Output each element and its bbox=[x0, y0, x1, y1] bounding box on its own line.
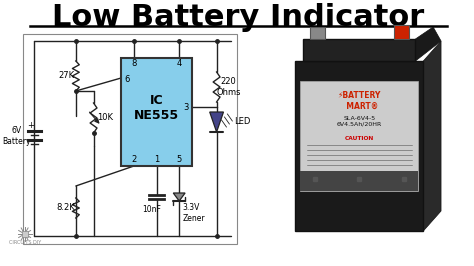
Text: 8.2K: 8.2K bbox=[56, 203, 75, 213]
Text: LED: LED bbox=[234, 118, 251, 127]
Text: 27K: 27K bbox=[58, 72, 74, 81]
Text: 10K: 10K bbox=[97, 114, 113, 123]
Text: CAUTION: CAUTION bbox=[345, 135, 374, 140]
Polygon shape bbox=[415, 27, 441, 61]
Text: 220
Ohms: 220 Ohms bbox=[216, 77, 241, 97]
Bar bbox=[303, 39, 415, 61]
Bar bbox=[295, 61, 423, 231]
Text: 1: 1 bbox=[154, 156, 159, 164]
Text: Low Battery Indicator: Low Battery Indicator bbox=[52, 3, 424, 32]
Text: 6: 6 bbox=[124, 76, 130, 85]
Text: 3.3V
Zener: 3.3V Zener bbox=[182, 203, 205, 223]
Text: IC
NE555: IC NE555 bbox=[134, 94, 179, 122]
Text: CIRCUITS DIY: CIRCUITS DIY bbox=[9, 239, 41, 244]
Bar bbox=[22, 231, 27, 237]
Bar bbox=[300, 81, 419, 191]
Bar bbox=[394, 25, 409, 39]
Text: 8: 8 bbox=[131, 60, 137, 69]
Polygon shape bbox=[423, 41, 441, 231]
Text: 4: 4 bbox=[176, 60, 182, 69]
Bar bbox=[300, 171, 419, 191]
Text: 5: 5 bbox=[176, 156, 182, 164]
Text: 6V
Battery: 6V Battery bbox=[2, 126, 31, 146]
Text: 10nF: 10nF bbox=[142, 205, 161, 214]
Polygon shape bbox=[210, 112, 223, 132]
Text: 3: 3 bbox=[183, 102, 189, 111]
Text: +: + bbox=[27, 120, 34, 130]
Bar bbox=[23, 34, 237, 244]
Bar bbox=[310, 27, 325, 39]
Text: ⚡BATTERY
  MART®: ⚡BATTERY MART® bbox=[337, 91, 381, 111]
Text: SLA-6V4-5
6V4.5Ah/20HR: SLA-6V4-5 6V4.5Ah/20HR bbox=[337, 116, 382, 126]
Text: 2: 2 bbox=[131, 156, 137, 164]
Bar bbox=[121, 58, 192, 166]
Polygon shape bbox=[173, 193, 185, 201]
